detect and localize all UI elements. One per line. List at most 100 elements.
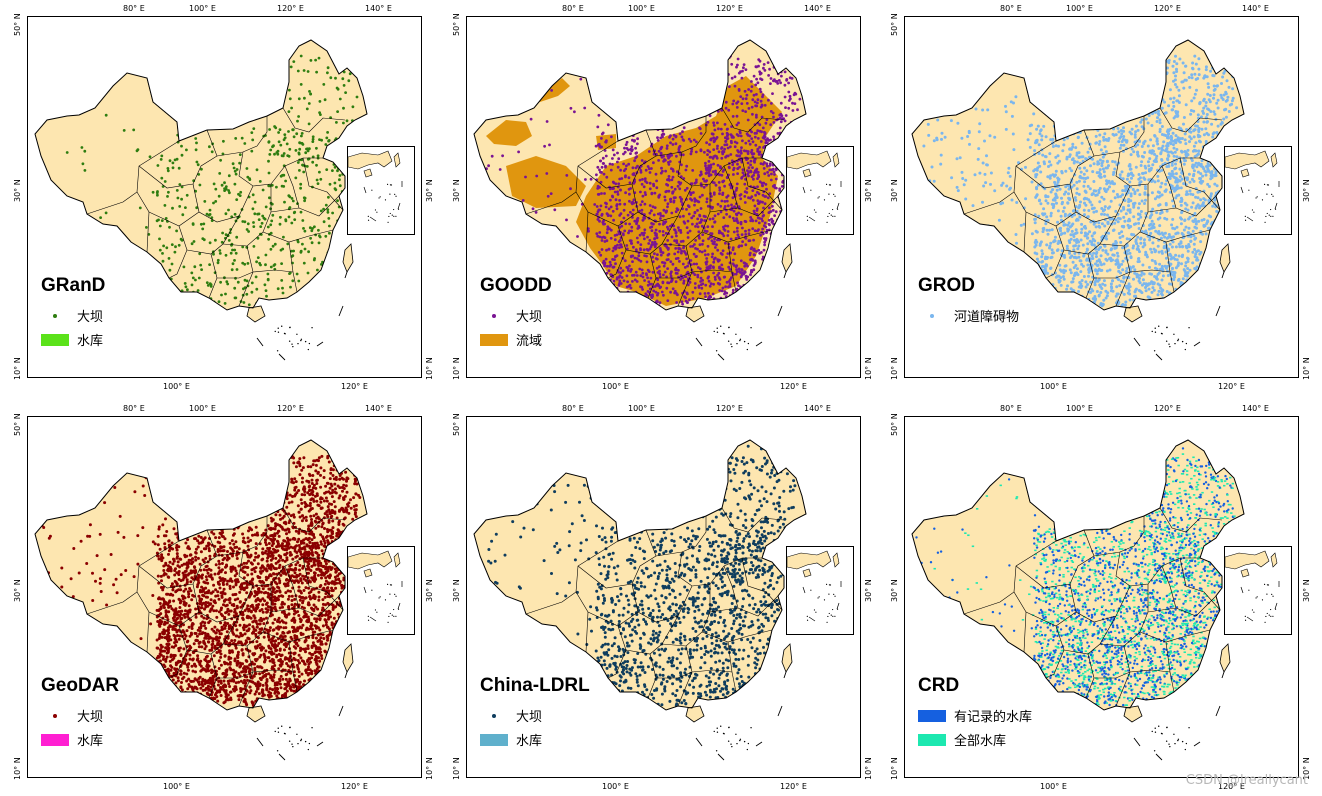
china-map (473, 39, 807, 361)
national-border (911, 439, 1245, 711)
latitude-tick-right: 10° N (864, 357, 873, 380)
nine-dash-line (1133, 671, 1225, 761)
dataset-title: GOODD (480, 275, 552, 296)
longitude-tick-top: 100° E (189, 404, 216, 413)
legend-item: 水库 (41, 330, 103, 349)
legend-item: 大坝 (41, 306, 103, 325)
china-map (34, 439, 368, 761)
longitude-tick-bottom: 120° E (1218, 782, 1245, 791)
legend-item: 全部水库 (918, 730, 1006, 749)
longitude-tick-top: 140° E (804, 404, 831, 413)
longitude-tick-top: 80° E (562, 4, 584, 13)
legend-item: 大坝 (480, 306, 542, 325)
longitude-tick-top: 120° E (1154, 404, 1181, 413)
longitude-tick-bottom: 120° E (1218, 382, 1245, 391)
longitude-tick-top: 100° E (628, 404, 655, 413)
china-map (473, 439, 807, 761)
sea-islands (1151, 725, 1190, 752)
latitude-tick-left: 10° N (13, 757, 22, 780)
legend-item: 河道障碍物 (918, 306, 1019, 325)
legend-label: 大坝 (516, 710, 543, 725)
nine-dash-line (256, 271, 348, 361)
national-border (473, 439, 807, 711)
latitude-tick-left: 50° N (13, 13, 22, 36)
inset-map (786, 550, 842, 623)
china-land (912, 440, 1244, 710)
longitude-tick-top: 80° E (123, 404, 145, 413)
latitude-tick-left: 50° N (13, 413, 22, 436)
longitude-tick-top: 140° E (1242, 404, 1269, 413)
watermark: CSDN @lreallycant (1185, 773, 1308, 788)
longitude-tick-bottom: 100° E (1040, 782, 1067, 791)
latitude-tick-left: 30° N (452, 579, 461, 602)
longitude-tick-top: 120° E (277, 404, 304, 413)
latitude-tick-right: 30° N (425, 579, 434, 602)
inset-map (347, 550, 403, 623)
latitude-tick-left: 30° N (13, 179, 22, 202)
legend-dot-swatch (480, 713, 508, 718)
south-china-sea-inset (347, 546, 415, 635)
dataset-title: GRanD (41, 275, 106, 296)
longitude-tick-top: 80° E (1000, 4, 1022, 13)
legend-dot-swatch (480, 313, 508, 318)
latitude-tick-right: 30° N (1302, 179, 1311, 202)
longitude-tick-top: 100° E (628, 4, 655, 13)
latitude-tick-left: 50° N (452, 413, 461, 436)
south-china-sea-inset (786, 546, 854, 635)
sea-islands (274, 725, 313, 752)
map-panel-geodar: 80° E 100° E 120° E 140° E 100° E 120° E 50° N… (13, 404, 434, 791)
latitude-tick-left: 10° N (13, 357, 22, 380)
legend-label: 水库 (77, 334, 104, 349)
longitude-tick-bottom: 120° E (341, 382, 368, 391)
legend-label: 有记录的水库 (954, 710, 1033, 725)
dataset-title: China-LDRL (480, 675, 590, 696)
legend-label: 全部水库 (954, 734, 1007, 749)
latitude-tick-right: 10° N (1302, 357, 1311, 380)
inset-map (347, 150, 403, 223)
legend-box-swatch (480, 733, 508, 746)
longitude-tick-bottom: 120° E (341, 782, 368, 791)
south-china-sea-inset (1224, 546, 1292, 635)
longitude-tick-top: 140° E (804, 4, 831, 13)
legend-label: 大坝 (516, 310, 543, 325)
national-border (34, 39, 368, 311)
longitude-tick-bottom: 100° E (602, 382, 629, 391)
sea-islands (713, 725, 752, 752)
hainan-island (685, 705, 705, 723)
inset-map (1224, 150, 1280, 223)
province-boundaries (963, 77, 1223, 307)
legend-label: 河道障碍物 (954, 310, 1020, 325)
legend-label: 大坝 (77, 710, 104, 725)
hainan-island (1123, 305, 1143, 323)
longitude-tick-top: 120° E (277, 4, 304, 13)
map-panel-crd: 80° E 100° E 120° E 140° E 100° E 120° E 50° N… (890, 404, 1311, 791)
taiwan-island (781, 643, 793, 673)
map-panel-grod: 80° E 100° E 120° E 140° E 100° E 120° E 50° N… (890, 4, 1311, 391)
china-map (34, 39, 368, 361)
legend-box-swatch (480, 333, 508, 346)
latitude-tick-right: 10° N (864, 757, 873, 780)
hainan-island (685, 305, 705, 323)
latitude-tick-left: 10° N (452, 357, 461, 380)
latitude-tick-left: 10° N (890, 357, 899, 380)
longitude-tick-top: 80° E (1000, 404, 1022, 413)
taiwan-island (342, 643, 354, 673)
longitude-tick-top: 120° E (1154, 4, 1181, 13)
south-china-sea-inset (347, 146, 415, 235)
nine-dash-line (695, 671, 787, 761)
basin-area (486, 120, 532, 146)
province-boundaries (525, 477, 785, 707)
nine-dash-line (695, 271, 787, 361)
longitude-tick-bottom: 100° E (163, 382, 190, 391)
legend-item: 水库 (480, 730, 542, 749)
legend-label: 水库 (77, 734, 104, 749)
latitude-tick-left: 50° N (890, 13, 899, 36)
longitude-tick-top: 140° E (365, 404, 392, 413)
map-panel-china-ldrl: 80° E 100° E 120° E 140° E 100° E 120° E 50° N… (452, 404, 873, 791)
china-land (35, 40, 367, 310)
longitude-tick-top: 140° E (365, 4, 392, 13)
legend-box-swatch (41, 733, 69, 746)
dataset-title: GeoDAR (41, 675, 120, 696)
longitude-tick-bottom: 100° E (163, 782, 190, 791)
inset-map (786, 150, 842, 223)
